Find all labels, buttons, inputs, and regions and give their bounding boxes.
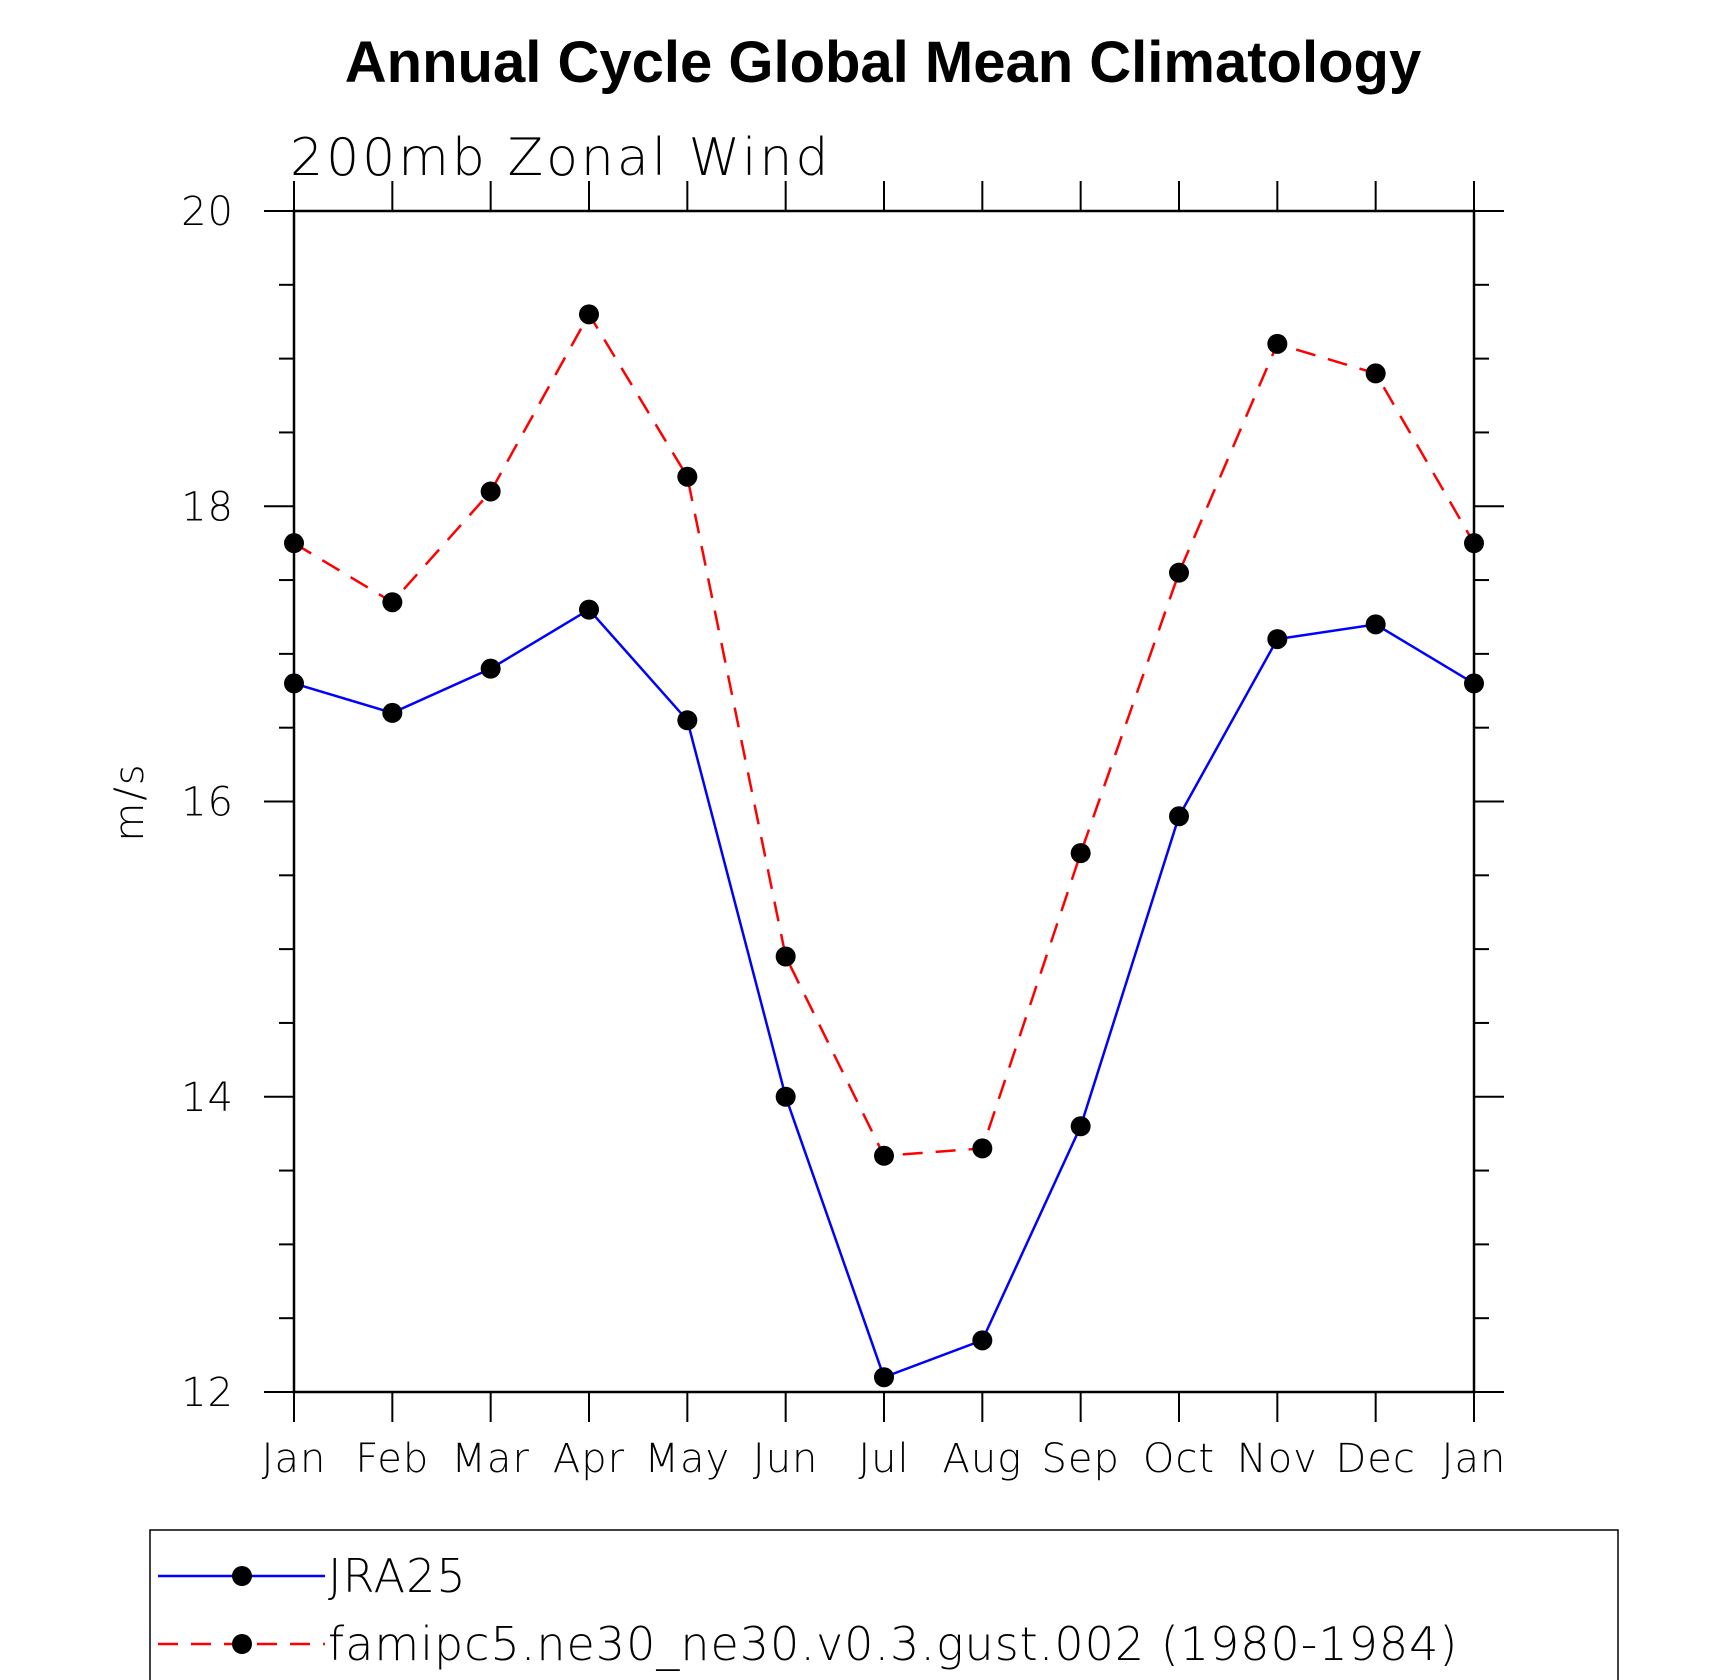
data-point xyxy=(1169,806,1189,827)
x-tick-label: Aug xyxy=(942,1436,1022,1482)
y-tick-label: 20 xyxy=(181,189,234,235)
legend: JRA25 famipc5.ne30_ne30.v0.3.gust.002 (1… xyxy=(149,1529,1619,1680)
x-tick-label: Jul xyxy=(858,1436,909,1482)
y-axis-label: m/s xyxy=(107,762,153,841)
data-point xyxy=(382,702,403,723)
y-tick-label: 14 xyxy=(181,1075,234,1121)
plot-frame xyxy=(292,209,1476,1394)
chart-title: Annual Cycle Global Mean Climatology xyxy=(345,30,1421,95)
chart-subtitle: 200mb Zonal Wind xyxy=(290,128,831,188)
data-point xyxy=(1267,629,1288,650)
data-point xyxy=(1169,562,1189,583)
data-point xyxy=(677,466,698,487)
data-point xyxy=(874,1367,894,1388)
data-point xyxy=(579,304,599,325)
x-tick-label: Jun xyxy=(753,1436,819,1482)
data-point xyxy=(874,1145,894,1166)
data-point xyxy=(579,599,599,620)
legend-label-famipc5: famipc5.ne30_ne30.v0.3.gust.002 (1980-19… xyxy=(328,1617,1458,1671)
data-point xyxy=(284,533,304,554)
data-point xyxy=(1070,843,1091,864)
y-tick-label: 18 xyxy=(181,484,234,530)
data-point xyxy=(972,1330,993,1351)
plot-border xyxy=(292,209,1476,1394)
y-tick-label: 16 xyxy=(181,780,234,826)
x-tick-label: Sep xyxy=(1041,1436,1119,1482)
data-point xyxy=(480,658,501,679)
series-line xyxy=(293,607,1475,1379)
data-point xyxy=(1464,533,1484,554)
legend-box xyxy=(149,1529,1619,1680)
x-tick-label: Nov xyxy=(1237,1436,1318,1482)
data-point xyxy=(972,1138,993,1159)
y-axis: 12 14 16 18 20 xyxy=(181,189,1504,1416)
data-point xyxy=(1365,614,1386,635)
data-point xyxy=(677,710,698,731)
x-tick-label: Oct xyxy=(1143,1436,1215,1482)
x-axis: Jan Feb Mar Apr May Jun Jul Aug Sep Oct Nov Dec Jan xyxy=(262,181,1507,1482)
legend-label-jra25: JRA25 xyxy=(328,1549,467,1603)
data-point xyxy=(480,481,501,502)
data-point xyxy=(775,1086,796,1107)
data-point xyxy=(1267,333,1288,354)
data-point xyxy=(1365,363,1386,384)
series-layer xyxy=(284,304,1484,1388)
x-tick-label: Mar xyxy=(451,1436,529,1482)
y-tick-label: 12 xyxy=(181,1370,234,1416)
x-tick-label: Apr xyxy=(553,1436,625,1482)
data-point xyxy=(1070,1116,1091,1137)
x-tick-label: Feb xyxy=(355,1436,429,1482)
x-tick-label: Dec xyxy=(1335,1436,1415,1482)
x-tick-label: Jan xyxy=(1442,1436,1507,1482)
x-tick-label: May xyxy=(644,1436,730,1482)
data-point xyxy=(775,946,796,967)
series-line xyxy=(293,311,1476,1158)
series-0 xyxy=(284,599,1484,1388)
legend-marker-famipc5 xyxy=(232,1634,252,1654)
series-1 xyxy=(284,304,1484,1166)
data-point xyxy=(284,673,304,694)
data-point xyxy=(382,592,403,613)
x-tick-label: Jan xyxy=(262,1436,327,1482)
data-point xyxy=(1464,673,1484,694)
legend-marker-jra25 xyxy=(232,1566,252,1586)
